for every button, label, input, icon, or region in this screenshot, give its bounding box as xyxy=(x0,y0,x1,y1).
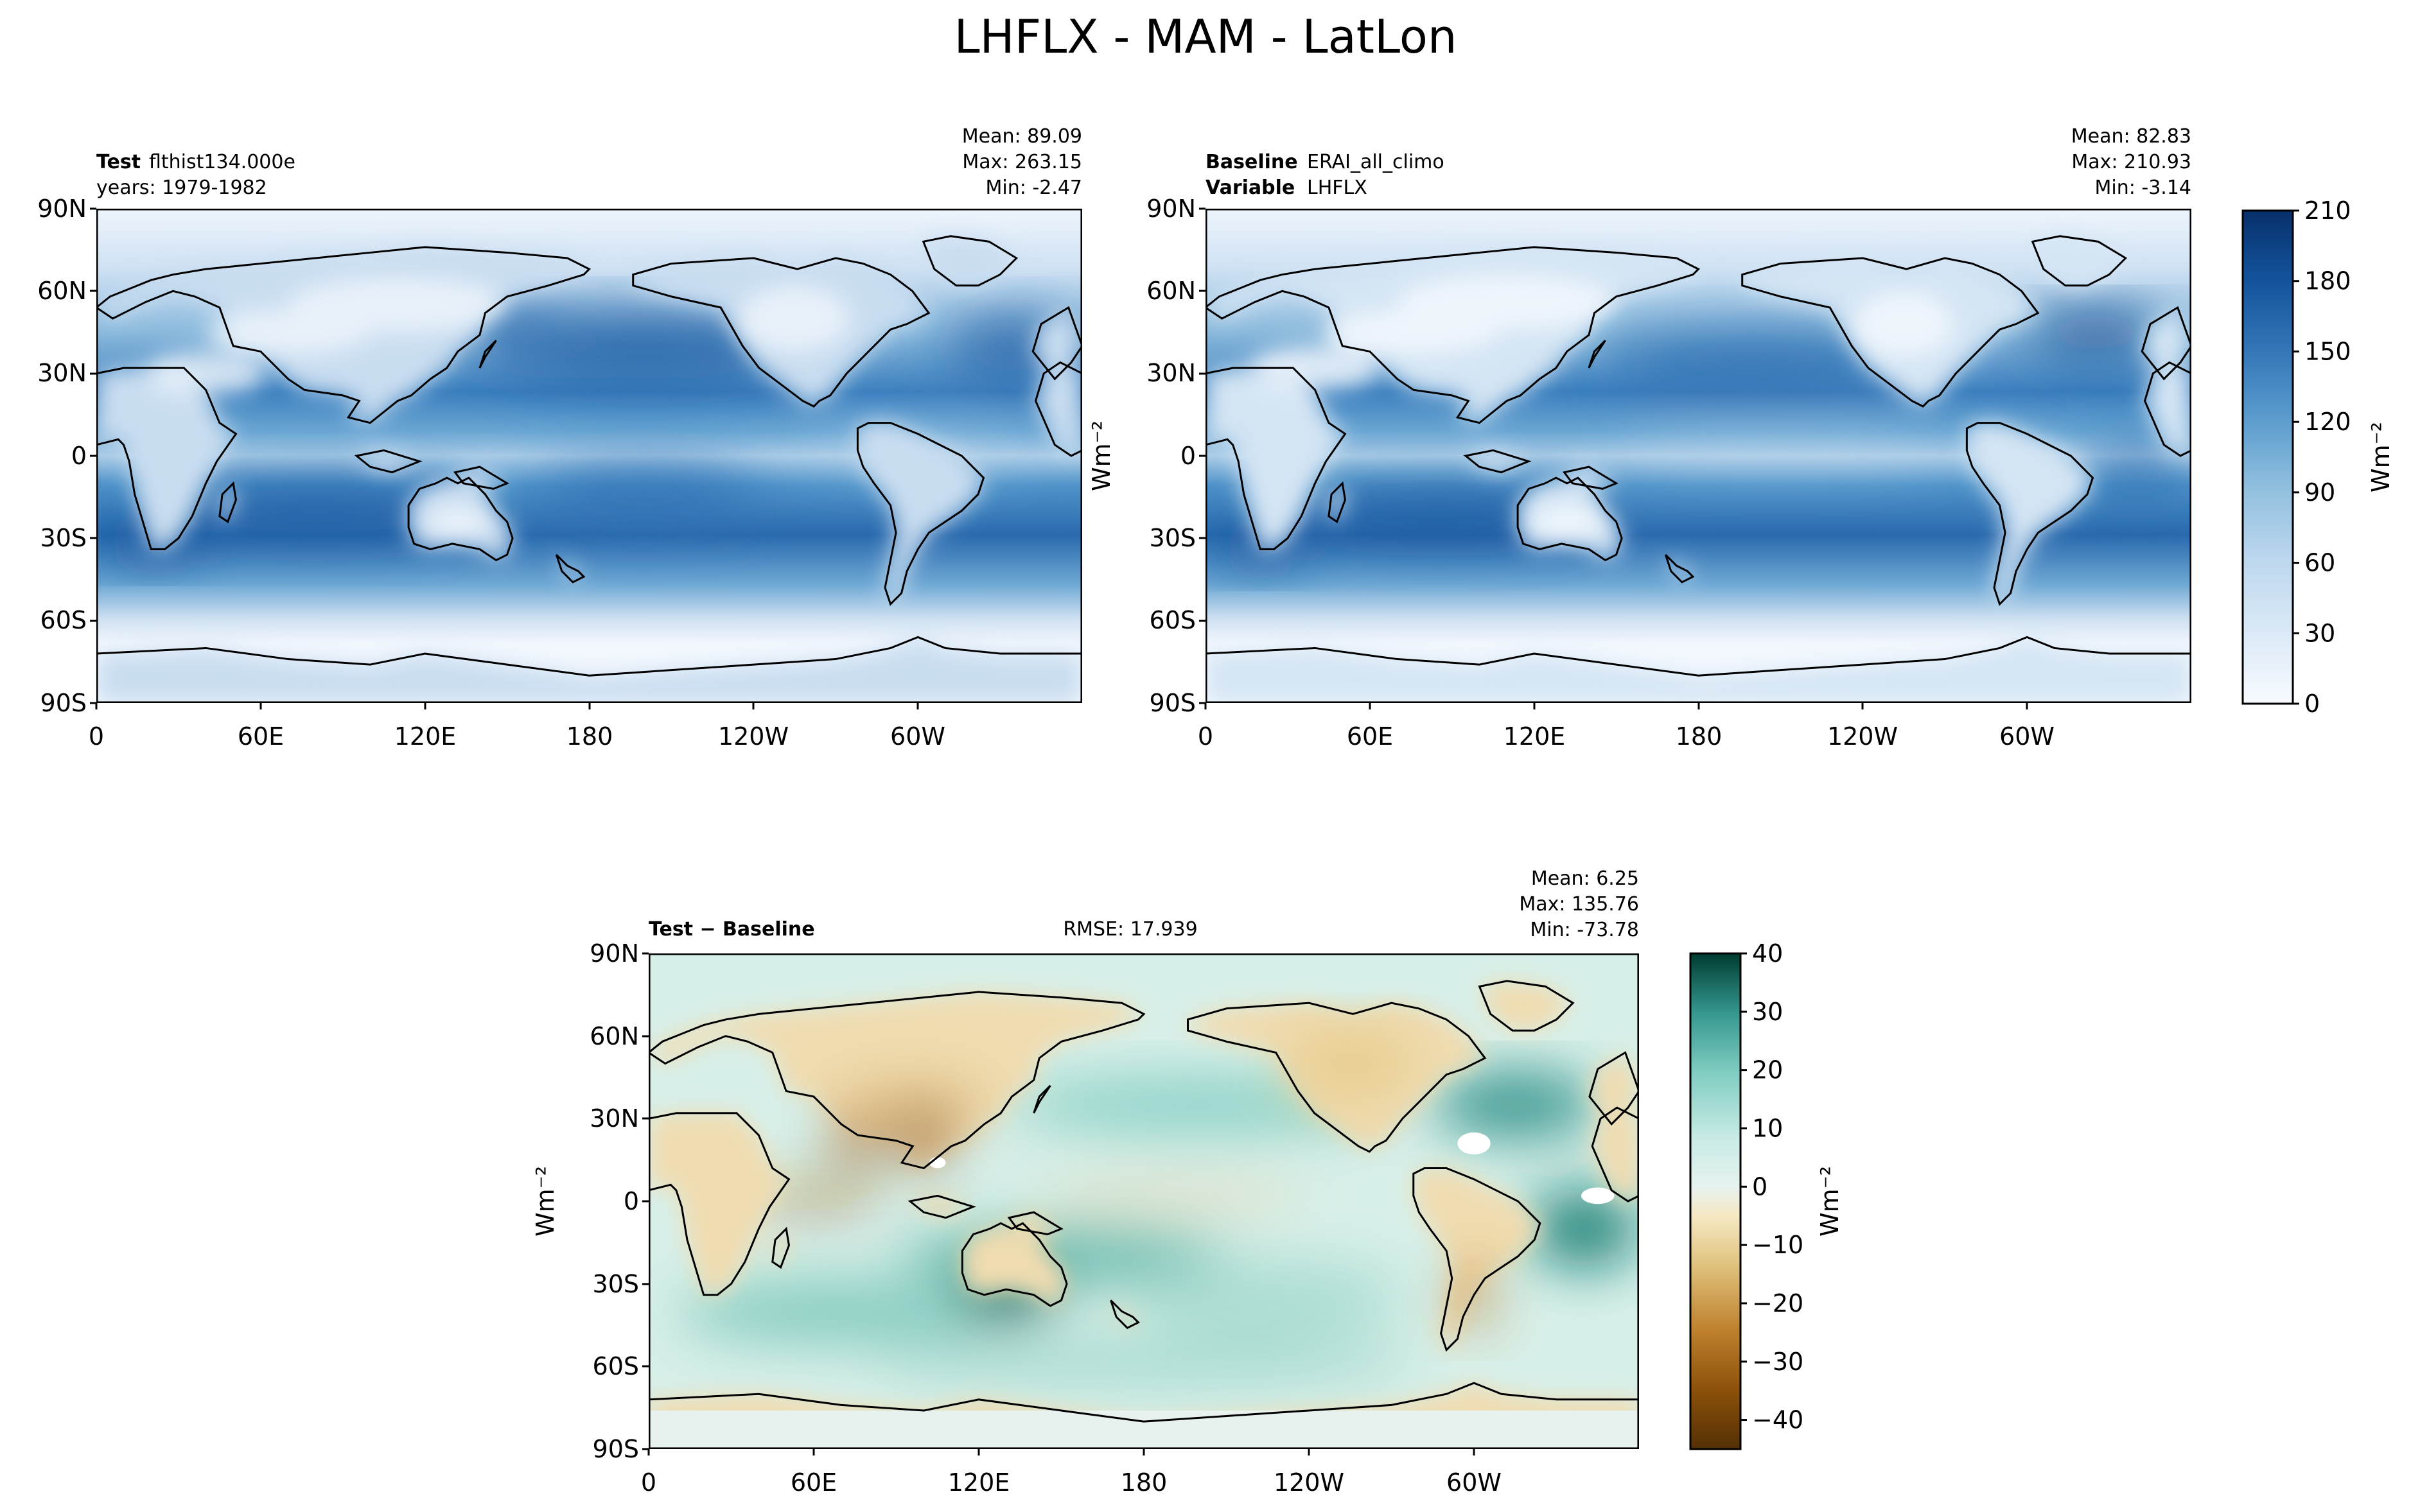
diff-rmse: RMSE: 17.939 xyxy=(1063,918,1197,941)
colorbar-top-tick-label: 150 xyxy=(2304,337,2351,365)
lon-tick: 60W xyxy=(1999,722,2055,751)
colorbar-diff-tick-label: 0 xyxy=(1752,1172,1767,1201)
figure-title: LHFLX - MAM - LatLon xyxy=(954,10,1457,64)
lat-tick: 30S xyxy=(40,524,87,552)
lon-tick: 60E xyxy=(791,1468,837,1497)
lat-tick: 90N xyxy=(37,195,87,223)
panel-diff: Test − Baseline RMSE: 17.939 Mean: 6.25 … xyxy=(531,867,1639,1497)
colorbar-top-tick-label: 90 xyxy=(2304,478,2335,507)
test-stat-min: Min: -2.47 xyxy=(986,177,1083,199)
test-lat-ticks: 90N 60N 30N 0 30S 60S 90S xyxy=(37,195,87,717)
baseline-stat-max: Max: 210.93 xyxy=(2071,151,2191,173)
panel-test: Test flthist134.000e years: 1979-1982 Me… xyxy=(37,125,1116,751)
colorbar-diff: 40 30 20 10 0 −10 −20 −30 −40 Wm⁻² xyxy=(1689,939,1844,1450)
lat-tick: 90S xyxy=(1150,689,1196,717)
colorbar-diff-tick-label: −40 xyxy=(1752,1406,1803,1434)
lat-tick: 60S xyxy=(1150,606,1196,634)
lat-tick: 90N xyxy=(1146,195,1196,223)
test-stat-mean: Mean: 89.09 xyxy=(962,125,1082,148)
lat-tick: 60N xyxy=(37,277,87,305)
colorbar-diff-tick-label: 20 xyxy=(1752,1056,1783,1084)
lat-tick: 30N xyxy=(37,359,87,387)
lon-tick: 0 xyxy=(641,1468,656,1497)
baseline-lon-ticks: 0 60E 120E 180 120W 60W xyxy=(1198,722,2055,751)
colorbar-diff-tick-label: −30 xyxy=(1752,1348,1803,1376)
diff-stat-mean: Mean: 6.25 xyxy=(1531,867,1639,890)
lon-tick: 120E xyxy=(394,722,457,751)
lat-tick: 0 xyxy=(71,442,87,470)
test-header-label: Test xyxy=(96,151,141,173)
baseline-header-label: Baseline xyxy=(1206,151,1298,173)
colorbar-top-gradient xyxy=(2241,209,2294,705)
lon-tick: 60E xyxy=(238,722,284,751)
colorbar-top-tick-label: 180 xyxy=(2304,267,2351,295)
colorbar-diff-label: Wm⁻² xyxy=(1816,1166,1844,1237)
lat-tick: 0 xyxy=(1180,442,1196,470)
colorbar-diff-gradient xyxy=(1689,952,1742,1450)
lat-tick: 30N xyxy=(590,1104,639,1133)
baseline-header-label2: Variable xyxy=(1206,177,1295,199)
diff-stat-max: Max: 135.76 xyxy=(1519,893,1639,916)
diff-header-label: Test − Baseline xyxy=(649,918,815,941)
colorbar-top-tick-label: 210 xyxy=(2304,196,2351,225)
diff-lat-ticks: 90N 60N 30N 0 30S 60S 90S xyxy=(590,939,639,1463)
lat-tick: 90N xyxy=(590,939,639,968)
lat-tick: 30S xyxy=(593,1270,639,1298)
lon-tick: 120E xyxy=(1504,722,1566,751)
baseline-stat-mean: Mean: 82.83 xyxy=(2071,125,2191,148)
lon-tick: 120W xyxy=(1827,722,1898,751)
diff-lon-ticks: 0 60E 120E 180 120W 60W xyxy=(641,1468,1502,1497)
lon-tick: 60W xyxy=(890,722,945,751)
lon-tick: 180 xyxy=(566,722,613,751)
test-stat-max: Max: 263.15 xyxy=(962,151,1082,173)
colorbar-diff-tick-label: 10 xyxy=(1752,1114,1783,1142)
lat-tick: 60S xyxy=(593,1352,639,1380)
test-map xyxy=(96,209,1082,703)
lat-tick: 30N xyxy=(1146,359,1196,387)
lon-tick: 0 xyxy=(1198,722,1213,751)
diff-stat-min: Min: -73.78 xyxy=(1530,919,1639,941)
baseline-map xyxy=(1206,209,2191,703)
colorbar-diff-tick-label: 40 xyxy=(1752,939,1783,968)
colorbar-top: 210 180 150 120 90 60 30 0 Wm⁻² xyxy=(2241,196,2395,718)
test-lon-ticks: 0 60E 120E 180 120W 60W xyxy=(89,722,945,751)
test-header-years: years: 1979-1982 xyxy=(96,177,267,199)
colorbar-top-label: Wm⁻² xyxy=(2367,422,2395,492)
colorbar-diff-tick-label: 30 xyxy=(1752,998,1783,1026)
lat-tick: 0 xyxy=(624,1187,639,1215)
colorbar-top-tick-label: 0 xyxy=(2304,690,2320,718)
lat-tick: 30S xyxy=(1150,524,1196,552)
lon-tick: 0 xyxy=(89,722,104,751)
lat-tick: 60N xyxy=(590,1022,639,1050)
baseline-stat-min: Min: -3.14 xyxy=(2095,177,2192,199)
lat-tick: 60S xyxy=(40,606,87,634)
colorbar-diff-tick-label: −10 xyxy=(1752,1231,1803,1259)
lon-tick: 60W xyxy=(1446,1468,1502,1497)
diff-unit-label: Wm⁻² xyxy=(531,1166,559,1237)
lon-tick: 120W xyxy=(718,722,789,751)
colorbar-diff-tick-label: −20 xyxy=(1752,1289,1803,1317)
colorbar-top-tick-label: 60 xyxy=(2304,549,2335,577)
lon-tick: 120E xyxy=(948,1468,1010,1497)
test-cbar-unit: Wm⁻² xyxy=(1087,421,1116,491)
lon-tick: 120W xyxy=(1274,1468,1344,1497)
baseline-lat-ticks: 90N 60N 30N 0 30S 60S 90S xyxy=(1146,195,1196,717)
colorbar-top-tick-label: 120 xyxy=(2304,408,2351,436)
lat-tick: 90S xyxy=(593,1435,639,1463)
lat-tick: 90S xyxy=(40,689,87,717)
lat-tick: 60N xyxy=(1146,277,1196,305)
lon-tick: 180 xyxy=(1676,722,1723,751)
diff-map xyxy=(649,953,1639,1449)
panel-baseline: Baseline ERAI_all_climo Variable LHFLX M… xyxy=(1146,125,2191,751)
baseline-header-value2: LHFLX xyxy=(1307,177,1367,199)
lon-tick: 60E xyxy=(1347,722,1393,751)
lon-tick: 180 xyxy=(1121,1468,1168,1497)
colorbar-top-tick-label: 30 xyxy=(2304,619,2335,647)
test-header-value: flthist134.000e xyxy=(149,151,295,173)
baseline-header-value: ERAI_all_climo xyxy=(1307,151,1444,173)
